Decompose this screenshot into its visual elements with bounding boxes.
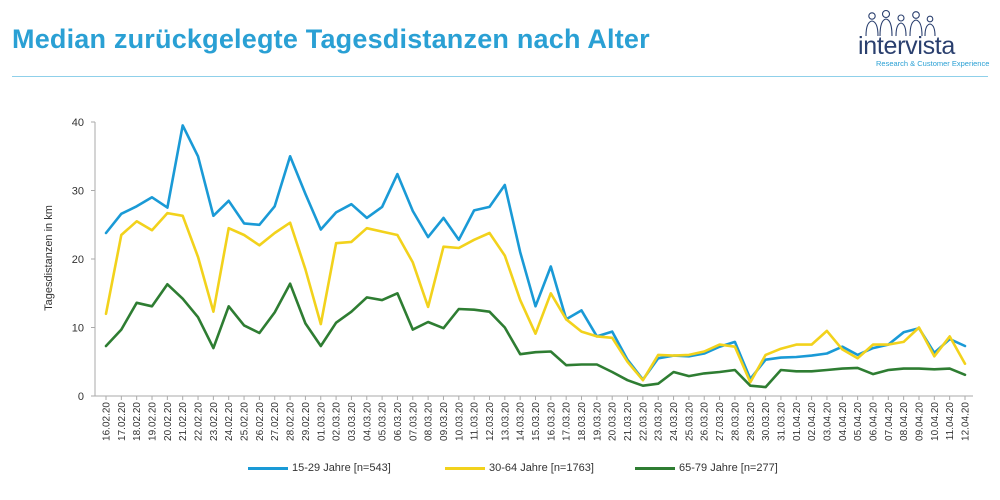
x-tick-label: 31.03.20 [776,402,787,441]
legend-label: 15-29 Jahre [n=543] [292,462,391,474]
logo-wordmark: intervista [858,32,956,60]
x-tick-label: 21.02.20 [178,402,189,441]
x-tick-label: 12.03.20 [485,402,496,441]
x-tick-label: 05.04.20 [853,402,864,441]
x-tick-label: 28.02.20 [286,402,297,441]
x-tick-label: 04.03.20 [362,402,373,441]
x-tick-label: 22.02.20 [194,402,205,441]
line-chart: 0 10 20 30 40 16.02.20 17.02.20 18.02.20 19.02.… [43,117,973,441]
y-tick-label: 10 [72,323,84,335]
x-tick-label: 10.03.20 [454,402,465,441]
legend-swatch [445,466,485,470]
series-line-2 [104,282,967,389]
legend-item-0: 15-29 Jahre [n=543] [248,462,391,474]
x-tick-label: 21.03.20 [623,402,634,441]
x-axis: 16.02.20 17.02.20 18.02.20 19.02.20 20.02.20… [95,395,973,441]
x-tick-label: 25.02.20 [240,402,251,441]
series-lines [104,124,967,389]
x-tick-label: 04.04.20 [838,402,849,441]
y-tick-label: 20 [72,254,84,266]
x-tick-label: 01.04.20 [792,402,803,441]
x-tick-label: 23.03.20 [654,402,665,441]
x-tick-label: 01.03.20 [316,402,327,441]
x-tick-label: 16.02.20 [102,402,113,441]
x-tick-label: 25.03.20 [684,402,695,441]
x-tick-label: 13.03.20 [500,402,511,441]
x-tick-label: 20.02.20 [163,402,174,441]
x-tick-label: 07.03.20 [408,402,419,441]
legend-item-1: 30-64 Jahre [n=1763] [445,462,594,474]
x-tick-label: 14.03.20 [516,402,527,441]
x-tick-label: 11.03.20 [470,402,481,441]
x-tick-label: 26.02.20 [255,402,266,441]
x-tick-label: 27.03.20 [715,402,726,441]
x-tick-label: 18.03.20 [577,402,588,441]
x-tick-label: 10.04.20 [930,402,941,441]
x-tick-label: 08.04.20 [899,402,910,441]
x-tick-label: 09.04.20 [914,402,925,441]
y-axis-label: Tagesdistanzen in km [43,205,55,311]
logo-figures-icon [865,9,936,37]
x-tick-label: 03.04.20 [822,402,833,441]
y-axis: 0 10 20 30 40 [72,117,96,403]
x-tick-label: 09.03.20 [439,402,450,441]
x-tick-label: 29.03.20 [746,402,757,441]
header-divider [12,76,988,77]
series-line-0 [104,124,967,381]
x-tick-label: 17.02.20 [117,402,128,441]
x-tick-label: 27.02.20 [270,402,281,441]
legend-label: 30-64 Jahre [n=1763] [489,462,594,474]
x-tick-label: 29.02.20 [301,402,312,441]
x-tick-label: 06.03.20 [393,402,404,441]
x-tick-label: 08.03.20 [424,402,435,441]
x-tick-label: 24.02.20 [224,402,235,441]
x-tick-label: 26.03.20 [700,402,711,441]
page-title: Median zurückgelegte Tagesdistanzen nach… [12,24,650,54]
legend-swatch [248,466,288,470]
x-tick-label: 20.03.20 [608,402,619,441]
x-tick-label: 17.03.20 [562,402,573,441]
x-tick-label: 28.03.20 [730,402,741,441]
x-tick-label: 16.03.20 [546,402,557,441]
x-tick-label: 30.03.20 [761,402,772,441]
y-tick-label: 0 [78,391,84,403]
x-tick-label: 07.04.20 [884,402,895,441]
x-tick-label: 24.03.20 [669,402,680,441]
legend-label: 65-79 Jahre [n=277] [679,462,778,474]
x-tick-label: 02.03.20 [332,402,343,441]
legend-swatch [635,466,675,470]
x-tick-label: 12.04.20 [961,402,972,441]
x-tick-label: 03.03.20 [347,402,358,441]
x-tick-label: 23.02.20 [209,402,220,441]
x-tick-label: 05.03.20 [378,402,389,441]
x-tick-label: 11.04.20 [945,402,956,441]
y-tick-label: 40 [72,117,84,129]
x-tick-label: 18.02.20 [132,402,143,441]
x-tick-label: 19.03.20 [592,402,603,441]
series-line-1 [104,211,967,384]
x-tick-label: 19.02.20 [148,402,159,441]
intervista-logo: intervista Research & Customer Experienc… [848,6,990,72]
x-tick-label: 15.03.20 [531,402,542,441]
x-tick-label: 02.04.20 [807,402,818,441]
chart-legend: 15-29 Jahre [n=543] 30-64 Jahre [n=1763] 6… [0,462,1000,482]
x-tick-label: 22.03.20 [638,402,649,441]
legend-item-2: 65-79 Jahre [n=277] [635,462,778,474]
x-tick-label: 06.04.20 [868,402,879,441]
y-tick-label: 30 [72,186,84,198]
logo-subtitle: Research & Customer Experience [876,59,990,68]
